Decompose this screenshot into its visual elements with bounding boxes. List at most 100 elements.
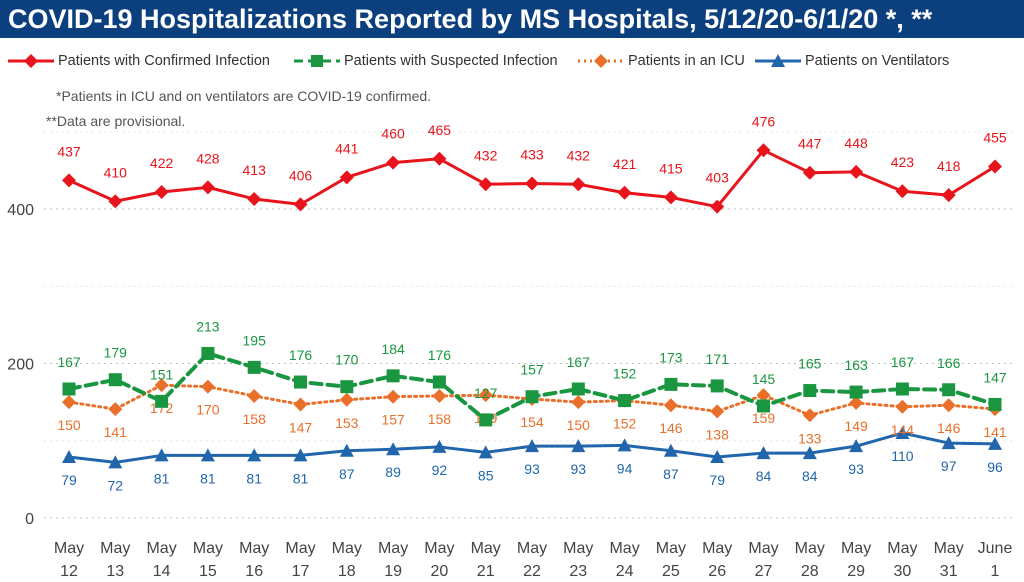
data-label-confirmed: 422 xyxy=(150,155,174,171)
data-label-confirmed: 421 xyxy=(613,156,637,172)
x-tick-label-month: May xyxy=(795,540,825,557)
data-point-ventilators xyxy=(478,445,493,459)
data-label-confirmed: 460 xyxy=(381,126,405,142)
data-label-suspected: 163 xyxy=(844,357,868,373)
data-label-suspected: 167 xyxy=(891,354,915,370)
data-label-icu: 144 xyxy=(891,422,915,438)
x-tick-label-month: May xyxy=(54,540,84,557)
data-label-suspected: 176 xyxy=(428,347,452,363)
data-label-suspected: 179 xyxy=(104,345,128,361)
data-label-suspected: 167 xyxy=(567,354,591,370)
x-tick-label-month: May xyxy=(887,540,917,557)
data-point-icu xyxy=(895,399,910,414)
data-point-suspected xyxy=(201,346,215,360)
data-label-ventilators: 84 xyxy=(756,468,772,484)
data-label-confirmed: 437 xyxy=(57,143,81,159)
data-point-suspected xyxy=(895,382,909,396)
data-point-icu xyxy=(62,395,76,410)
data-label-icu: 152 xyxy=(613,416,637,432)
series-line-icu xyxy=(67,383,997,417)
data-label-icu: 141 xyxy=(983,424,1007,440)
data-label-suspected: 167 xyxy=(57,354,81,370)
data-point-ventilators xyxy=(941,436,956,450)
data-point-confirmed xyxy=(988,159,1002,174)
legend: Patients with Confirmed Infection Patien… xyxy=(0,50,1024,72)
data-point-confirmed xyxy=(895,184,910,199)
data-label-ventilators: 94 xyxy=(617,460,633,476)
data-label-ventilators: 72 xyxy=(108,477,124,493)
data-label-confirmed: 423 xyxy=(891,154,915,170)
data-label-suspected: 152 xyxy=(613,366,637,382)
data-label-suspected: 151 xyxy=(150,366,174,382)
data-point-confirmed xyxy=(802,165,817,180)
data-label-suspected: 166 xyxy=(937,355,961,371)
data-label-confirmed: 428 xyxy=(196,150,220,166)
x-tick-label-month: May xyxy=(100,540,130,557)
data-label-ventilators: 87 xyxy=(339,466,355,482)
x-tick-label-month: June xyxy=(978,540,1013,557)
data-point-ventilators xyxy=(849,439,864,453)
data-point-suspected xyxy=(340,380,354,394)
data-label-ventilators: 81 xyxy=(200,470,216,486)
data-label-suspected: 173 xyxy=(659,349,683,365)
legend-ventilators-marker-icon xyxy=(755,54,801,67)
legend-item-icu: Patients in an ICU xyxy=(578,50,745,72)
data-label-icu: 158 xyxy=(243,411,267,427)
data-label-ventilators: 93 xyxy=(571,461,587,477)
data-point-icu xyxy=(247,388,262,403)
data-label-icu: 150 xyxy=(57,417,81,433)
x-tick-label-month: May xyxy=(332,540,362,557)
data-label-suspected: 184 xyxy=(381,341,405,357)
x-tick-label-month: May xyxy=(841,540,871,557)
data-label-confirmed: 465 xyxy=(428,122,452,138)
data-label-suspected: 213 xyxy=(196,318,220,334)
data-label-icu: 138 xyxy=(706,426,730,442)
x-tick-label-day: 25 xyxy=(662,563,680,580)
data-label-ventilators: 110 xyxy=(891,448,914,464)
data-label-ventilators: 84 xyxy=(802,468,818,484)
x-tick-label-month: May xyxy=(609,540,639,557)
data-point-suspected xyxy=(849,385,863,399)
data-point-ventilators xyxy=(663,443,678,457)
x-tick-label-month: May xyxy=(285,540,315,557)
data-point-ventilators xyxy=(247,448,262,462)
data-label-icu: 154 xyxy=(520,414,544,430)
data-point-icu xyxy=(200,379,215,394)
legend-label-icu: Patients in an ICU xyxy=(628,53,745,69)
x-tick-label-month: May xyxy=(748,540,778,557)
data-point-confirmed xyxy=(62,173,76,188)
data-label-suspected: 171 xyxy=(706,351,730,367)
data-point-confirmed xyxy=(339,170,354,185)
data-label-icu: 153 xyxy=(335,415,359,431)
data-label-ventilators: 79 xyxy=(61,472,77,488)
data-point-suspected xyxy=(108,373,122,387)
data-label-confirmed: 418 xyxy=(937,158,961,174)
data-label-confirmed: 410 xyxy=(104,164,128,180)
x-tick-label-day: 17 xyxy=(292,563,310,580)
data-label-confirmed: 441 xyxy=(335,140,359,156)
x-tick-label-day: 26 xyxy=(708,563,726,580)
data-label-confirmed: 447 xyxy=(798,136,822,152)
data-point-icu xyxy=(339,392,354,407)
x-tick-label-day: 19 xyxy=(384,563,402,580)
data-label-ventilators: 79 xyxy=(709,472,725,488)
data-point-confirmed xyxy=(432,151,447,166)
data-point-icu xyxy=(663,398,678,413)
data-point-suspected xyxy=(618,394,632,408)
data-point-suspected xyxy=(571,382,585,396)
data-point-icu xyxy=(432,388,447,403)
legend-item-ventilators: Patients on Ventilators xyxy=(755,50,949,72)
data-point-ventilators xyxy=(200,448,215,462)
legend-icu-marker-icon xyxy=(578,54,624,68)
data-point-confirmed xyxy=(108,194,123,209)
data-point-confirmed xyxy=(386,155,401,170)
data-point-ventilators xyxy=(802,446,817,460)
data-point-suspected xyxy=(988,397,1002,411)
legend-item-confirmed: Patients with Confirmed Infection xyxy=(8,50,270,72)
data-label-ventilators: 87 xyxy=(663,466,679,482)
note-provisional: **Data are provisional. xyxy=(46,113,186,129)
data-label-suspected: 127 xyxy=(474,385,498,401)
data-point-icu xyxy=(756,388,771,403)
x-tick-label-day: 16 xyxy=(245,563,263,580)
x-tick-label-day: 24 xyxy=(616,563,634,580)
